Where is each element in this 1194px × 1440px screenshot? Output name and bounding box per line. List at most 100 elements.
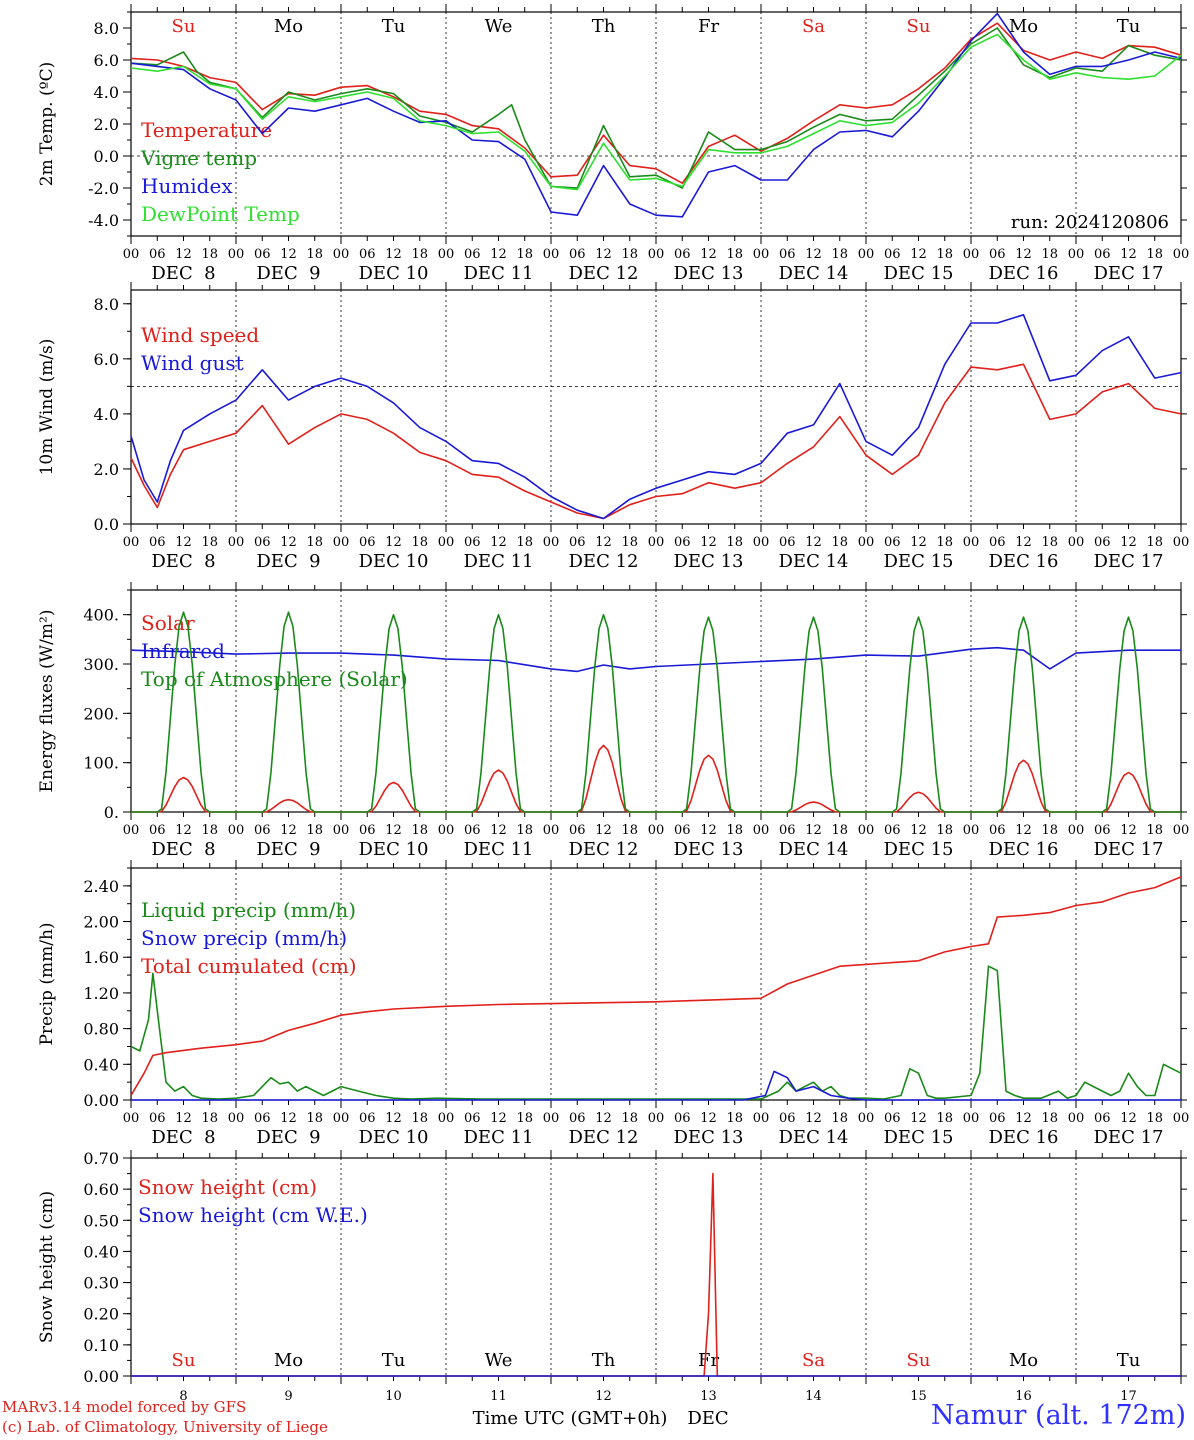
hour-tick-label: 18 — [726, 823, 743, 838]
weekday-label: Tu — [382, 16, 406, 37]
day-number-label: 13 — [700, 1389, 717, 1404]
date-label: DEC 8 — [151, 1127, 215, 1148]
hour-tick-label: 12 — [1120, 823, 1137, 838]
date-label: DEC 11 — [464, 839, 534, 860]
y-tick-label: 6.0 — [94, 350, 119, 369]
weekday-label: Su — [907, 1350, 931, 1371]
hour-tick-label: 18 — [621, 535, 638, 550]
day-number-label: 10 — [385, 1389, 402, 1404]
y-tick-label: 4.0 — [94, 83, 119, 102]
date-label: DEC 15 — [884, 263, 954, 284]
hour-tick-label: 18 — [201, 247, 218, 262]
hour-tick-label: 06 — [1094, 823, 1111, 838]
weekday-label: Mo — [274, 16, 303, 37]
hour-tick-label: 12 — [385, 247, 402, 262]
hour-tick-label: 06 — [569, 823, 586, 838]
day-number-label: 8 — [179, 1389, 187, 1404]
hour-tick-label: 12 — [910, 823, 927, 838]
hour-tick-label: 06 — [989, 535, 1006, 550]
hour-tick-label: 12 — [700, 535, 717, 550]
weekday-label: Sa — [802, 16, 825, 37]
y-tick-label: 300. — [83, 655, 119, 674]
legend-entry: Snow height (cm) — [138, 1175, 317, 1199]
hour-tick-label: 06 — [464, 535, 481, 550]
hour-tick-label: 18 — [726, 535, 743, 550]
day-number-label: 12 — [595, 1389, 612, 1404]
day-number-label: 9 — [284, 1389, 292, 1404]
y-tick-label: 0.40 — [83, 1242, 119, 1261]
legend-entry: Humidex — [141, 174, 233, 198]
weekday-label: Th — [592, 1350, 616, 1371]
legend-entry: DewPoint Temp — [141, 202, 300, 226]
legend-entry: Snow precip (mm/h) — [141, 926, 347, 950]
y-tick-label: 0.20 — [83, 1305, 119, 1324]
series-line-wind-gust — [130, 314, 1182, 520]
hour-tick-label: 06 — [254, 1111, 271, 1126]
hour-tick-label: 12 — [280, 535, 297, 550]
hour-tick-label: 06 — [674, 1111, 691, 1126]
hour-tick-label: 12 — [490, 247, 507, 262]
series-line-infrared — [130, 646, 1181, 673]
hour-tick-label: 12 — [805, 535, 822, 550]
hour-tick-label: 18 — [936, 535, 953, 550]
hour-tick-label: 12 — [175, 535, 192, 550]
hour-tick-label: 00 — [228, 823, 245, 838]
hour-tick-label: 18 — [1146, 247, 1163, 262]
legend-entry: Total cumulated (cm) — [141, 954, 357, 978]
y-tick-label: 0.80 — [83, 1020, 119, 1039]
day-number-label: 14 — [805, 1389, 822, 1404]
hour-tick-label: 00 — [858, 247, 875, 262]
series-line-temperature — [130, 22, 1182, 184]
date-label: DEC 8 — [151, 263, 215, 284]
weekday-label: Mo — [274, 1350, 303, 1371]
hour-tick-label: 00 — [963, 1111, 980, 1126]
y-tick-label: 0.0 — [94, 147, 119, 166]
hour-tick-label: 00 — [123, 823, 140, 838]
weekday-label: Mo — [1009, 16, 1038, 37]
hour-tick-label: 18 — [936, 823, 953, 838]
x-axis-label: Time UTC (GMT+0h) — [473, 1408, 668, 1429]
series-line-humidex — [130, 12, 1182, 218]
hour-tick-label: 06 — [254, 247, 271, 262]
date-label: DEC 9 — [256, 839, 320, 860]
hour-tick-label: 00 — [1068, 535, 1085, 550]
y-tick-label: 0.00 — [83, 1091, 119, 1110]
hour-tick-label: 18 — [306, 535, 323, 550]
hour-tick-label: 06 — [779, 823, 796, 838]
date-label: DEC 8 — [151, 839, 215, 860]
hour-tick-label: 06 — [464, 1111, 481, 1126]
station-label: Namur (alt. 172m) — [930, 1400, 1186, 1431]
y-tick-label: 0. — [104, 803, 119, 822]
weekday-label: Mo — [1009, 1350, 1038, 1371]
y-axis-label: 2m Temp. (ºC) — [37, 62, 57, 187]
date-label: DEC 13 — [674, 839, 744, 860]
y-axis-label: 10m Wind (m/s) — [37, 339, 57, 476]
hour-tick-label: 00 — [438, 247, 455, 262]
hour-tick-label: 18 — [1146, 1111, 1163, 1126]
hour-tick-label: 00 — [228, 535, 245, 550]
hour-tick-label: 06 — [779, 535, 796, 550]
date-label: DEC 10 — [359, 839, 429, 860]
y-axis-label: Energy fluxes (W/m²) — [37, 610, 57, 793]
legend-entry: Wind speed — [141, 323, 259, 347]
hour-tick-label: 12 — [700, 1111, 717, 1126]
legend-entry: Snow height (cm W.E.) — [138, 1203, 368, 1227]
date-label: DEC 17 — [1094, 551, 1164, 572]
hour-tick-label: 06 — [149, 247, 166, 262]
weekday-label: Th — [592, 16, 616, 37]
hour-tick-label: 18 — [411, 1111, 428, 1126]
hour-tick-label: 00 — [1068, 247, 1085, 262]
hour-tick-label: 00 — [1173, 535, 1190, 550]
date-label: DEC 14 — [779, 839, 849, 860]
hour-tick-label: 00 — [228, 1111, 245, 1126]
y-tick-label: 2.0 — [94, 460, 119, 479]
hour-tick-label: 06 — [884, 823, 901, 838]
hour-tick-label: 12 — [175, 1111, 192, 1126]
hour-tick-label: 06 — [1094, 247, 1111, 262]
hour-tick-label: 00 — [333, 247, 350, 262]
y-tick-label: 8.0 — [94, 19, 119, 38]
hour-tick-label: 12 — [595, 535, 612, 550]
hour-tick-label: 06 — [254, 535, 271, 550]
legend-entry: Temperature — [141, 118, 272, 142]
legend-entry: Infrared — [141, 639, 225, 663]
